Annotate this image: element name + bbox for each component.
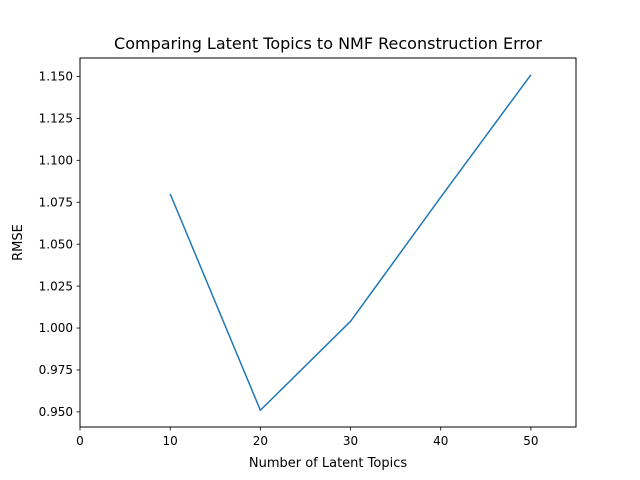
y-tick-label: 1.150: [39, 70, 73, 84]
x-tick-label: 10: [163, 434, 178, 448]
plot-frame: [79, 57, 577, 428]
y-tick-label: 1.000: [39, 321, 73, 335]
y-axis-ticks: 0.950 0.975 1.000 1.025 1.050 1.075 1.100 1.125…: [39, 70, 80, 419]
series-line: [169, 74, 532, 411]
y-tick-label: 1.075: [39, 195, 73, 209]
y-tick-label: 1.025: [39, 279, 73, 293]
x-tick-label: 50: [523, 434, 538, 448]
x-axis-label: Number of Latent Topics: [249, 456, 407, 471]
y-axis-label: RMSE: [11, 224, 26, 261]
data-points: [170, 75, 531, 410]
x-tick-label: 0: [76, 434, 84, 448]
x-tick-label: 40: [433, 434, 448, 448]
y-tick-label: 0.950: [39, 405, 73, 419]
y-tick-label: 1.050: [39, 237, 73, 251]
x-tick-label: 30: [343, 434, 358, 448]
y-tick-label: 1.125: [39, 112, 73, 126]
y-tick-label: 1.100: [39, 154, 73, 168]
x-tick-label: 20: [253, 434, 268, 448]
chart-title: Comparing Latent Topics to NMF Reconstru…: [114, 34, 542, 53]
y-tick-label: 0.975: [39, 363, 73, 377]
x-axis-ticks: 0 10 20 30 40 50: [76, 427, 539, 448]
